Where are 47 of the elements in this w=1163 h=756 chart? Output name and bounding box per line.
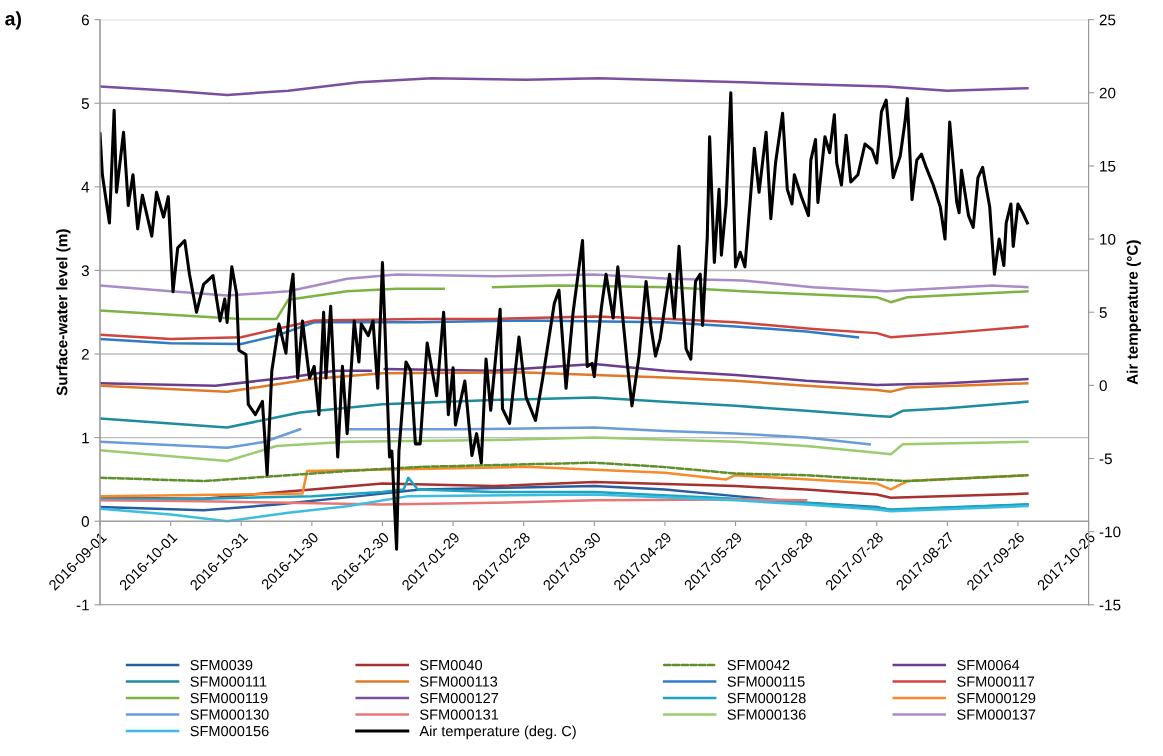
y-axis-title: Surface-water level (m): [56, 229, 71, 396]
legend-label: SFM0039: [190, 659, 253, 671]
y2-tick-label: 10: [1100, 233, 1116, 245]
line-series: [100, 476, 1029, 511]
y2-tick-label: 25: [1099, 14, 1116, 26]
legend-label: SFM000156: [190, 725, 269, 737]
legend-label: Air temperature (deg. C): [419, 725, 576, 740]
y-tick-label: 0: [81, 516, 89, 527]
legend-label: SFM0042: [727, 659, 790, 671]
chart-title: a): [5, 11, 21, 30]
legend-label: SFM0064: [957, 659, 1020, 671]
legend-label: SFM000136: [727, 709, 806, 720]
y-tick-label: 1: [82, 432, 89, 444]
y2-tick-label: 5: [1099, 307, 1107, 318]
y-tick-label: 5: [81, 98, 89, 109]
y2-axis-title: Air temperature (°C): [1126, 240, 1141, 385]
legend-label: SFM000115: [727, 676, 805, 687]
line-series: [100, 493, 1029, 523]
y2-tick-label: 0: [1099, 380, 1107, 392]
y2-tick-label: -5: [1099, 453, 1112, 465]
y2-tick-label: -15: [1099, 599, 1121, 611]
legend-label: SFM0040: [420, 659, 483, 671]
y-tick-label: -1: [76, 599, 89, 611]
legend-label: SFM000119: [190, 692, 268, 704]
legend-label: SFM000128: [727, 692, 806, 704]
y2-tick-label: 15: [1100, 160, 1116, 172]
line-series: [100, 273, 1029, 297]
legend-label: SFM000131: [420, 709, 499, 720]
y-tick-label: 3: [81, 265, 89, 277]
y-tick-label: 4: [81, 181, 90, 193]
legend-label: SFM000137: [957, 709, 1036, 720]
legend-label: SFM000127: [420, 692, 499, 704]
legend-label: SFM000111: [190, 676, 267, 687]
line-series: [100, 76, 1029, 97]
line-series: [100, 396, 1029, 429]
y2-tick-label: 20: [1099, 87, 1116, 99]
legend-label: SFM000117: [957, 676, 1035, 687]
y-tick-label: 6: [81, 14, 89, 26]
y-tick-label: 2: [81, 348, 89, 360]
legend-label: SFM000113: [420, 676, 498, 687]
legend-label: SFM000130: [190, 709, 269, 720]
line-series: [100, 371, 1029, 393]
legend-label: SFM000129: [957, 692, 1036, 704]
line-series: [100, 436, 1029, 463]
line-series: [100, 461, 1029, 483]
line-series: [100, 315, 1029, 341]
y2-tick-label: -10: [1099, 526, 1121, 538]
